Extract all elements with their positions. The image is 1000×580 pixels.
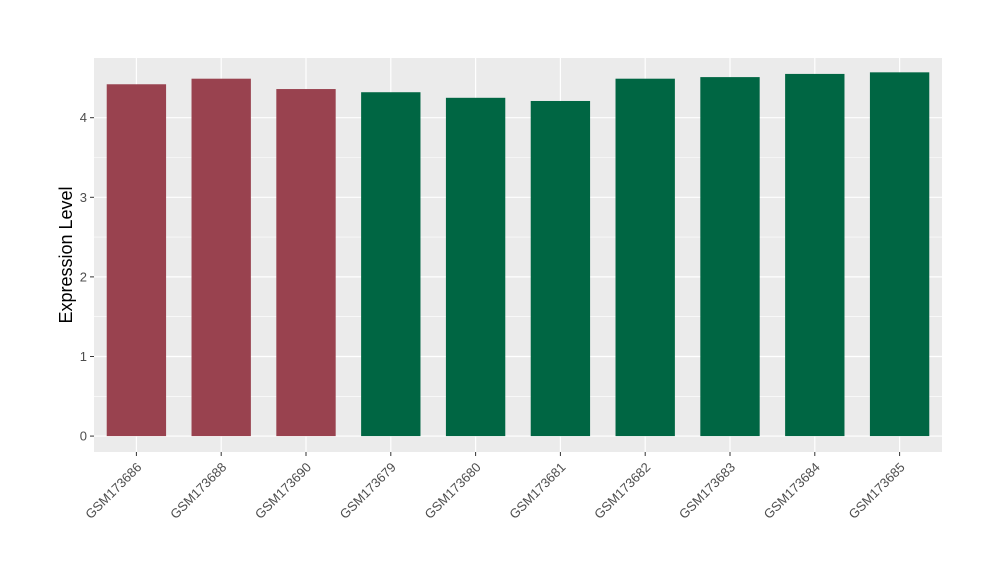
x-axis: GSM173686 GSM173688 GSM173690 GSM173679 GSM1…	[82, 452, 908, 522]
x-tick-label: GSM173684	[761, 460, 823, 522]
bar-GSM173680	[445, 97, 506, 437]
x-tick-label: GSM173685	[845, 460, 907, 522]
bar-GSM173690	[276, 89, 336, 437]
bar-GSM173681	[530, 100, 591, 437]
bars	[106, 72, 930, 437]
bar-GSM173683	[700, 77, 760, 437]
x-tick-label: GSM173690	[252, 460, 314, 522]
y-tick-label: 3	[80, 190, 87, 205]
y-axis: 0 1 2 3 4	[80, 110, 94, 444]
bar-GSM173688	[191, 78, 251, 437]
x-tick-label: GSM173683	[676, 460, 738, 522]
y-tick-label: 2	[80, 269, 87, 284]
x-tick-label: GSM173680	[421, 460, 483, 522]
y-tick-label: 0	[80, 429, 87, 444]
y-tick-label: 4	[80, 110, 87, 125]
x-tick-label: GSM173681	[506, 460, 568, 522]
bar-GSM173686	[106, 84, 167, 437]
bar-GSM173679	[361, 92, 421, 437]
x-tick-label: GSM173686	[82, 460, 144, 522]
y-axis-title: Expression Level	[56, 186, 76, 323]
bar-GSM173684	[785, 73, 845, 437]
x-tick-label: GSM173688	[167, 460, 229, 522]
bar-GSM173685	[869, 72, 930, 437]
y-tick-label: 1	[80, 349, 87, 364]
x-tick-label: GSM173682	[591, 460, 653, 522]
bar-GSM173682	[615, 78, 675, 437]
x-tick-label: GSM173679	[337, 460, 399, 522]
